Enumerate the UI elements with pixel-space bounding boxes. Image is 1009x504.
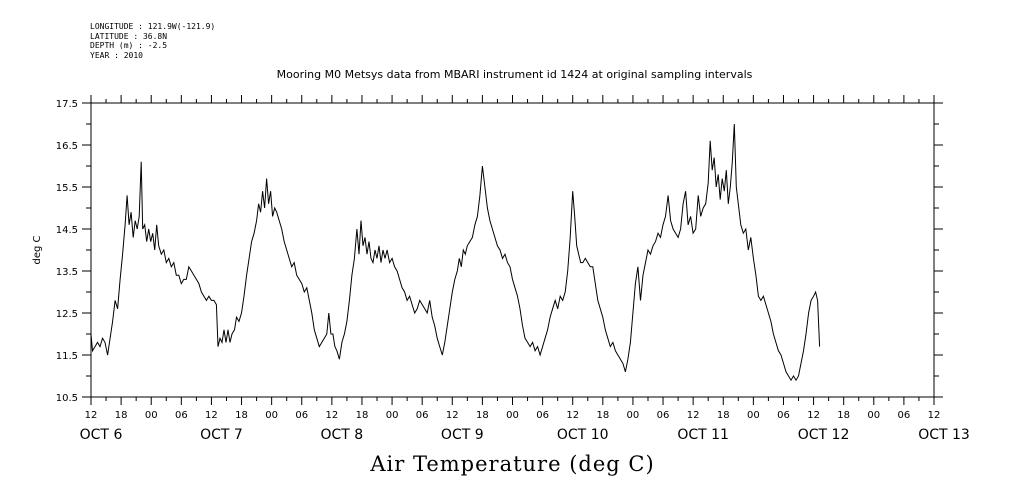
x-tick-label: 00 [265, 410, 278, 421]
metadata-block: LONGITUDE : 121.9W(-121.9) LATITUDE : 36… [90, 22, 215, 60]
x-tick-label: 18 [235, 410, 248, 421]
y-tick-label: 17.5 [56, 99, 78, 110]
meta-depth: DEPTH (m) : -2.5 [90, 41, 168, 50]
y-tick-label: 11.5 [56, 351, 78, 362]
x-tick-label: 12 [85, 410, 98, 421]
x-tick-label: 12 [566, 410, 579, 421]
y-tick-label: 16.5 [56, 141, 78, 152]
x-day-label: OCT 13 [918, 427, 970, 443]
meta-latitude: LATITUDE : 36.8N [90, 31, 168, 41]
x-tick-label: 00 [145, 410, 158, 421]
x-tick-label: 06 [777, 410, 790, 421]
chart-title: Mooring M0 Metsys data from MBARI instru… [276, 68, 753, 81]
series-line-air-temperature [90, 123, 821, 382]
x-tick-label: 12 [325, 410, 338, 421]
plot-frame [90, 102, 935, 398]
x-tick-label: 12 [446, 410, 459, 421]
x-tick-label: 18 [115, 410, 128, 421]
x-day-label: OCT 6 [80, 427, 123, 443]
x-tick-label: 12 [928, 410, 941, 421]
x-tick-label: 18 [356, 410, 369, 421]
y-tick-label: 12.5 [56, 309, 78, 320]
x-tick-label: 06 [416, 410, 429, 421]
x-tick-label: 06 [657, 410, 670, 421]
x-tick-label: 18 [837, 410, 850, 421]
x-day-label: OCT 12 [798, 427, 850, 443]
y-tick-label: 15.5 [56, 183, 78, 194]
y-axis-label: deg C [32, 235, 43, 264]
x-tick-label: 06 [898, 410, 911, 421]
bottom-title: Air Temperature (deg C) [370, 452, 655, 476]
axes-layer: 10.5 11.5 12.5 13.5 14.5 15.5 16.5 17.5 12 18 00 06… [56, 95, 970, 443]
x-tick-label: 00 [867, 410, 880, 421]
y-tick-label: 13.5 [56, 267, 78, 278]
x-day-label: OCT 9 [441, 427, 484, 443]
x-tick-label: 18 [476, 410, 489, 421]
x-day-label: OCT 11 [677, 427, 729, 443]
x-tick-label: 18 [596, 410, 609, 421]
x-tick-label: 00 [627, 410, 640, 421]
x-tick-label: 00 [506, 410, 519, 421]
y-tick-label: 14.5 [56, 225, 78, 236]
meta-longitude: LONGITUDE : 121.9W(-121.9) [90, 22, 216, 31]
x-tick-label: 06 [536, 410, 549, 421]
x-day-label: OCT 7 [200, 427, 243, 443]
x-day-label: OCT 8 [320, 427, 363, 443]
x-tick-label: 00 [386, 410, 399, 421]
x-tick-label: 06 [295, 410, 308, 421]
y-tick-label: 10.5 [56, 393, 78, 404]
x-tick-label: 12 [687, 410, 700, 421]
x-tick-label: 00 [747, 410, 760, 421]
meta-year: YEAR : 2010 [90, 50, 143, 60]
x-tick-label: 12 [205, 410, 218, 421]
x-tick-label: 18 [717, 410, 730, 421]
x-tick-label: 12 [807, 410, 820, 421]
x-day-label: OCT 10 [557, 427, 609, 443]
x-tick-label: 06 [175, 410, 188, 421]
